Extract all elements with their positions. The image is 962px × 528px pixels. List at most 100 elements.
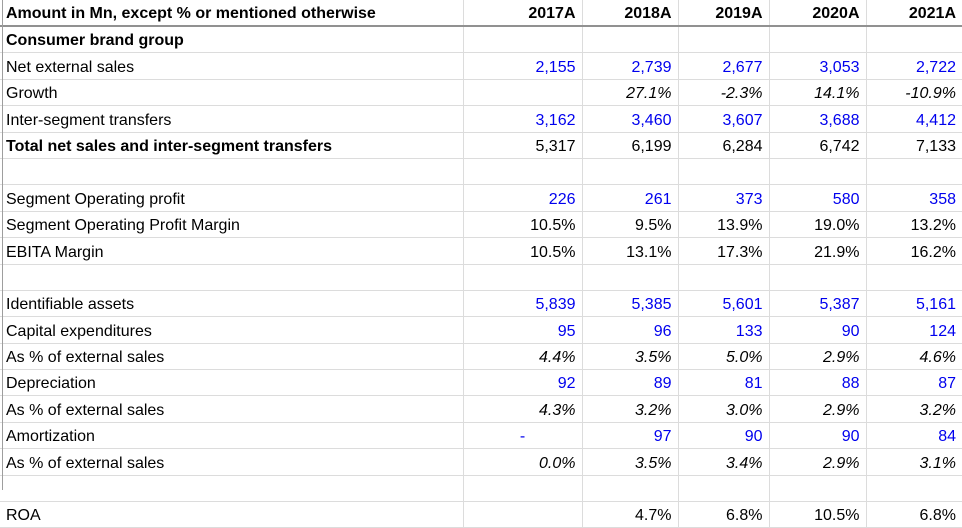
row-label-cell[interactable]: Depreciation (0, 369, 464, 397)
value-cell[interactable]: 124 (866, 316, 962, 344)
value-cell[interactable] (582, 26, 679, 54)
row-label-cell[interactable]: Growth (0, 79, 464, 107)
value-cell[interactable]: 3.5% (582, 448, 679, 476)
value-cell[interactable]: 6,742 (769, 132, 867, 159)
value-cell[interactable]: 0.0% (463, 448, 583, 476)
value-cell[interactable]: 81 (678, 369, 770, 397)
value-cell[interactable]: 133 (678, 316, 770, 344)
value-cell[interactable]: 4,412 (866, 105, 962, 133)
value-cell[interactable]: 90 (678, 422, 770, 450)
value-cell[interactable]: 226 (463, 184, 583, 212)
row-label-cell[interactable]: As % of external sales (0, 448, 464, 476)
value-cell[interactable] (866, 26, 962, 54)
value-cell[interactable]: 5,839 (463, 290, 583, 318)
value-cell[interactable]: 88 (769, 369, 867, 397)
value-cell[interactable] (678, 264, 770, 291)
row-label-cell[interactable]: As % of external sales (0, 395, 464, 423)
row-label-cell[interactable]: Capital expenditures (0, 316, 464, 344)
value-cell[interactable]: 6.8% (678, 501, 770, 528)
value-cell[interactable]: 7,133 (866, 132, 962, 159)
value-cell[interactable] (582, 475, 679, 503)
value-cell[interactable] (463, 475, 583, 503)
value-cell[interactable]: 5,601 (678, 290, 770, 318)
value-cell[interactable]: 2.9% (769, 343, 867, 371)
value-cell[interactable]: 580 (769, 184, 867, 212)
value-cell[interactable]: 14.1% (769, 79, 867, 107)
value-cell[interactable]: 6,284 (678, 132, 770, 159)
value-cell[interactable]: 10.5% (463, 237, 583, 265)
value-cell[interactable]: 90 (769, 316, 867, 344)
value-cell[interactable] (582, 264, 679, 291)
row-label-cell[interactable]: Net external sales (0, 52, 464, 80)
value-cell[interactable]: 5,385 (582, 290, 679, 318)
value-cell[interactable]: 4.3% (463, 395, 583, 423)
value-cell[interactable]: 2,722 (866, 52, 962, 80)
row-label-cell[interactable]: ROA (0, 501, 464, 528)
value-cell[interactable]: 3.5% (582, 343, 679, 371)
value-cell[interactable]: 27.1% (582, 79, 679, 107)
value-cell[interactable]: 84 (866, 422, 962, 450)
row-label-cell[interactable]: Inter-segment transfers (0, 105, 464, 133)
value-cell[interactable]: 13.1% (582, 237, 679, 265)
value-cell[interactable] (769, 475, 867, 503)
value-cell[interactable]: 3.2% (866, 395, 962, 423)
value-cell[interactable]: 261 (582, 184, 679, 212)
value-cell[interactable]: 6,199 (582, 132, 679, 159)
value-cell[interactable]: 3.1% (866, 448, 962, 476)
value-cell[interactable]: 9.5% (582, 211, 679, 239)
value-cell[interactable]: 17.3% (678, 237, 770, 265)
value-cell[interactable]: -2.3% (678, 79, 770, 107)
header-year-cell[interactable]: 2017A (463, 0, 583, 27)
value-cell[interactable] (582, 158, 679, 186)
value-cell[interactable]: 4.7% (582, 501, 679, 528)
row-label-cell[interactable]: Amortization (0, 422, 464, 450)
row-label-cell[interactable]: Total net sales and inter-segment transf… (0, 132, 464, 159)
value-cell[interactable] (769, 26, 867, 54)
value-cell[interactable]: 5,161 (866, 290, 962, 318)
value-cell[interactable]: 21.9% (769, 237, 867, 265)
value-cell[interactable]: 4.6% (866, 343, 962, 371)
row-label-cell[interactable] (0, 158, 464, 186)
value-cell[interactable] (463, 79, 583, 107)
value-cell[interactable]: 2,155 (463, 52, 583, 80)
value-cell[interactable]: 96 (582, 316, 679, 344)
value-cell[interactable] (866, 158, 962, 186)
value-cell[interactable] (678, 158, 770, 186)
header-year-cell[interactable]: 2021A (866, 0, 962, 27)
value-cell[interactable] (678, 475, 770, 503)
row-label-cell[interactable]: Segment Operating profit (0, 184, 464, 212)
value-cell[interactable]: 373 (678, 184, 770, 212)
value-cell[interactable] (463, 26, 583, 54)
value-cell[interactable]: 5,317 (463, 132, 583, 159)
value-cell[interactable]: 3,053 (769, 52, 867, 80)
value-cell[interactable]: 2,739 (582, 52, 679, 80)
value-cell[interactable]: 2,677 (678, 52, 770, 80)
row-label-cell[interactable]: Identifiable assets (0, 290, 464, 318)
value-cell[interactable]: 13.2% (866, 211, 962, 239)
row-label-cell[interactable]: EBITA Margin (0, 237, 464, 265)
value-cell[interactable] (463, 158, 583, 186)
row-label-cell[interactable] (0, 264, 464, 291)
value-cell[interactable]: 3.4% (678, 448, 770, 476)
row-label-cell[interactable]: As % of external sales (0, 343, 464, 371)
row-label-cell[interactable]: Consumer brand group (0, 26, 464, 54)
value-cell[interactable] (866, 264, 962, 291)
value-cell[interactable]: 90 (769, 422, 867, 450)
value-cell[interactable] (866, 475, 962, 503)
value-cell[interactable]: - (463, 422, 583, 450)
value-cell[interactable]: 97 (582, 422, 679, 450)
value-cell[interactable] (463, 264, 583, 291)
header-metric-label[interactable]: Amount in Mn, except % or mentioned othe… (0, 0, 464, 27)
header-year-cell[interactable]: 2018A (582, 0, 679, 27)
value-cell[interactable]: 2.9% (769, 395, 867, 423)
value-cell[interactable]: 19.0% (769, 211, 867, 239)
value-cell[interactable]: 95 (463, 316, 583, 344)
row-label-cell[interactable] (0, 475, 464, 503)
value-cell[interactable]: 3,688 (769, 105, 867, 133)
value-cell[interactable]: 16.2% (866, 237, 962, 265)
value-cell[interactable]: 358 (866, 184, 962, 212)
value-cell[interactable]: 3.2% (582, 395, 679, 423)
value-cell[interactable]: -10.9% (866, 79, 962, 107)
header-year-cell[interactable]: 2019A (678, 0, 770, 27)
value-cell[interactable]: 89 (582, 369, 679, 397)
